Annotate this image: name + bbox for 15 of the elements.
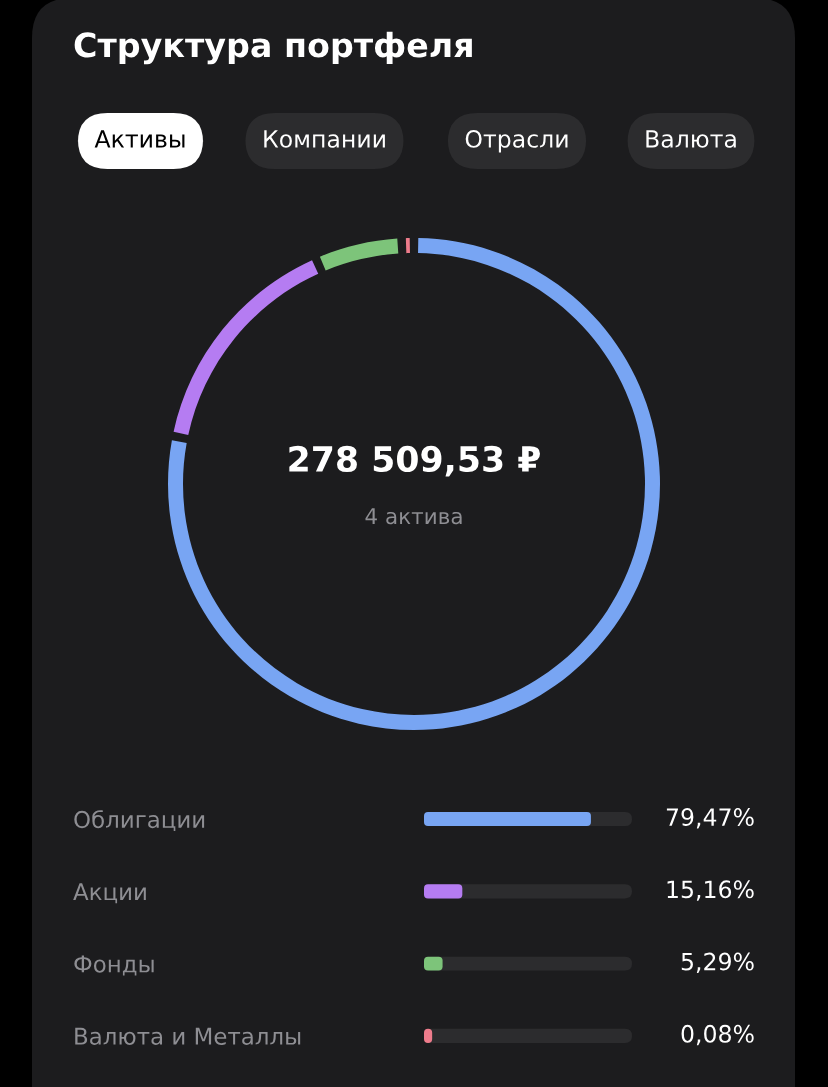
data-label: 5,29% [681, 952, 754, 973]
data-label: 15,16% [667, 880, 754, 901]
y-tick-label: Валюта и Металлы [75, 1027, 301, 1045]
data-label: 0,08% [681, 1024, 754, 1046]
chart-title: Структура портфеля [74, 31, 472, 65]
text: Отрасли [465, 129, 568, 153]
y-tick-label: Фонды [74, 955, 154, 976]
text: Валюта [646, 130, 736, 148]
y-tick-label: Облигации [74, 810, 205, 831]
text: Компании [264, 130, 385, 148]
data-label: 79,47% [666, 808, 754, 829]
text: 278 509,53 ₽ [289, 445, 540, 477]
text: 4 актива [365, 508, 462, 525]
y-tick-label: Акции [73, 883, 146, 904]
text: Активы [94, 130, 185, 148]
